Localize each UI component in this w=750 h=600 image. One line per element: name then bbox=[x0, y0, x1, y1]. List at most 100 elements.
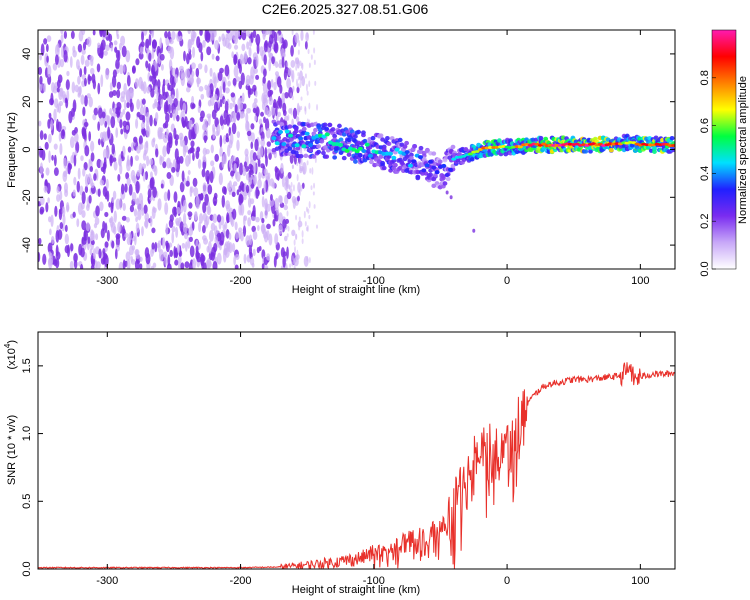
noise-speckle bbox=[120, 96, 125, 103]
noise-speckle bbox=[105, 146, 110, 159]
colorbar-tick-label: 0.4 bbox=[699, 166, 711, 181]
noise-speckle bbox=[100, 166, 105, 172]
noise-speckle bbox=[81, 210, 86, 218]
noise-speckle bbox=[48, 251, 52, 257]
noise-speckle bbox=[69, 56, 73, 69]
noise-speckle bbox=[115, 49, 120, 60]
noise-speckle bbox=[93, 223, 98, 229]
noise-speckle bbox=[171, 166, 176, 173]
snr-y-label: SNR (10 * v/v) bbox=[6, 415, 18, 485]
track-cell bbox=[321, 150, 326, 156]
noise-speckle bbox=[179, 65, 184, 72]
noise-speckle bbox=[38, 66, 43, 75]
noise-speckle bbox=[248, 46, 252, 58]
track-cell bbox=[361, 130, 366, 135]
track-cell bbox=[332, 155, 338, 160]
noise-speckle bbox=[194, 211, 198, 221]
noise-speckle bbox=[83, 66, 87, 76]
noise-speckle bbox=[119, 197, 122, 210]
noise-speckle bbox=[113, 210, 117, 223]
noise-speckle bbox=[212, 127, 216, 140]
noise-speckle bbox=[88, 131, 91, 142]
noise-speckle bbox=[63, 182, 68, 194]
noise-speckle bbox=[294, 198, 297, 204]
track-cell bbox=[362, 138, 368, 144]
noise-speckle bbox=[69, 136, 75, 149]
noise-speckle bbox=[163, 191, 168, 202]
noise-speckle bbox=[246, 107, 251, 114]
noise-speckle bbox=[125, 50, 131, 63]
noise-speckle bbox=[212, 213, 218, 224]
noise-speckle bbox=[197, 158, 202, 169]
noise-speckle bbox=[60, 30, 64, 35]
noise-speckle bbox=[108, 217, 113, 224]
noise-speckle bbox=[274, 61, 279, 68]
noise-speckle bbox=[46, 35, 52, 42]
noise-speckle bbox=[296, 102, 300, 116]
noise-speckle bbox=[188, 226, 194, 236]
noise-speckle bbox=[113, 161, 118, 171]
noise-speckle bbox=[236, 111, 241, 121]
noise-speckle bbox=[182, 223, 188, 234]
noise-speckle bbox=[84, 174, 89, 187]
noise-speckle bbox=[286, 77, 291, 89]
noise-speckle bbox=[166, 141, 171, 155]
noise-speckle bbox=[243, 103, 247, 110]
noise-speckle bbox=[215, 55, 220, 62]
noise-speckle bbox=[299, 80, 302, 88]
x-tick-label: 100 bbox=[631, 575, 649, 587]
noise-speckle bbox=[177, 30, 181, 37]
noise-speckle bbox=[255, 186, 259, 199]
noise-speckle bbox=[104, 211, 109, 218]
track-cell bbox=[316, 144, 322, 149]
track-core bbox=[394, 147, 400, 152]
noise-speckle bbox=[95, 261, 101, 269]
noise-speckle bbox=[151, 74, 157, 86]
noise-speckle bbox=[180, 262, 185, 269]
noise-speckle bbox=[291, 255, 294, 261]
track-cell bbox=[330, 127, 336, 132]
noise-speckle bbox=[252, 151, 257, 161]
noise-speckle bbox=[188, 202, 193, 209]
noise-speckle bbox=[90, 67, 95, 75]
noise-speckle bbox=[305, 206, 308, 213]
noise-speckle bbox=[226, 212, 230, 224]
noise-speckle bbox=[270, 193, 273, 201]
noise-speckle bbox=[133, 208, 138, 217]
noise-speckle bbox=[111, 75, 117, 88]
noise-speckle bbox=[219, 98, 223, 108]
noise-speckle bbox=[123, 64, 126, 73]
noise-speckle bbox=[95, 205, 100, 217]
spectrogram-y-ticks: -40 -20 0 20 40 bbox=[21, 48, 675, 253]
x-tick-label: -300 bbox=[96, 275, 118, 287]
colorbar: 0.0 0.2 0.4 0.6 0.8 Normalized spectral ampl… bbox=[699, 29, 749, 277]
noise-speckle bbox=[85, 221, 90, 232]
noise-speckle bbox=[233, 35, 238, 45]
noise-speckle bbox=[103, 157, 107, 168]
track-cell bbox=[311, 154, 317, 159]
noise-speckle bbox=[273, 31, 278, 44]
noise-speckle bbox=[95, 172, 99, 181]
noise-speckle bbox=[135, 180, 140, 194]
noise-speckle bbox=[247, 177, 253, 186]
y-tick-label: 40 bbox=[21, 48, 33, 60]
noise-speckle bbox=[207, 184, 213, 195]
noise-speckle bbox=[130, 169, 136, 182]
noise-speckle bbox=[298, 189, 301, 197]
noise-speckle bbox=[205, 31, 211, 43]
noise-speckle bbox=[74, 84, 79, 93]
x-tick-label: -300 bbox=[96, 575, 118, 587]
noise-speckle bbox=[131, 245, 136, 251]
noise-speckle bbox=[167, 132, 173, 145]
noise-speckle bbox=[39, 162, 44, 176]
noise-speckle bbox=[120, 35, 126, 46]
noise-speckle bbox=[231, 122, 237, 135]
noise-speckle bbox=[123, 83, 127, 95]
track-core bbox=[477, 148, 483, 151]
track-cell bbox=[370, 135, 376, 141]
noise-speckle bbox=[245, 235, 251, 246]
noise-speckle bbox=[95, 233, 99, 241]
noise-speckle bbox=[146, 125, 151, 138]
noise-speckle bbox=[226, 144, 231, 157]
